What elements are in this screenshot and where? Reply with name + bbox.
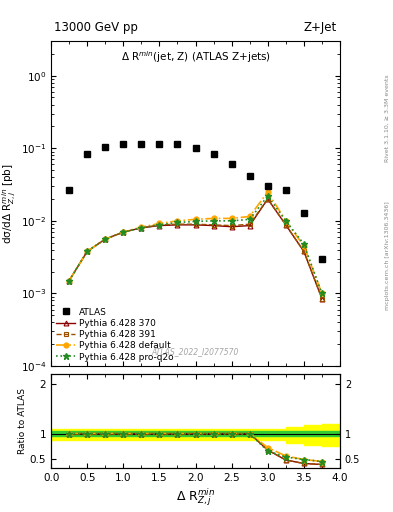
Pythia 6.428 pro-q2o	[320, 290, 324, 296]
ATLAS	[121, 141, 126, 147]
X-axis label: Δ R$^{min}_{Z,j}$: Δ R$^{min}_{Z,j}$	[176, 486, 215, 507]
Text: Z+Jet: Z+Jet	[304, 22, 337, 34]
ATLAS	[265, 183, 270, 189]
Line: Pythia 6.428 default: Pythia 6.428 default	[67, 189, 324, 296]
ATLAS	[193, 145, 198, 152]
Pythia 6.428 370	[247, 223, 252, 229]
Line: Pythia 6.428 391: Pythia 6.428 391	[67, 197, 324, 301]
Pythia 6.428 default	[320, 290, 324, 296]
Pythia 6.428 391	[320, 295, 324, 302]
Pythia 6.428 391	[301, 248, 306, 254]
Pythia 6.428 pro-q2o	[247, 216, 252, 222]
Pythia 6.428 370	[139, 225, 144, 231]
Line: ATLAS: ATLAS	[66, 141, 325, 262]
Pythia 6.428 pro-q2o	[121, 229, 126, 235]
Pythia 6.428 default	[139, 224, 144, 230]
Pythia 6.428 default	[283, 218, 288, 224]
Bar	[51, 431, 340, 436]
Pythia 6.428 pro-q2o	[229, 218, 234, 224]
Pythia 6.428 pro-q2o	[85, 248, 90, 254]
Pythia 6.428 370	[157, 223, 162, 229]
Pythia 6.428 pro-q2o	[301, 241, 306, 247]
Pythia 6.428 370	[301, 248, 306, 254]
Pythia 6.428 370	[85, 248, 90, 254]
Legend: ATLAS, Pythia 6.428 370, Pythia 6.428 391, Pythia 6.428 default, Pythia 6.428 pr: ATLAS, Pythia 6.428 370, Pythia 6.428 39…	[54, 306, 176, 364]
Pythia 6.428 default	[211, 216, 216, 222]
Pythia 6.428 370	[103, 236, 108, 242]
ATLAS	[283, 186, 288, 193]
ATLAS	[211, 152, 216, 158]
Line: Pythia 6.428 370: Pythia 6.428 370	[67, 197, 324, 301]
Pythia 6.428 391	[211, 222, 216, 228]
ATLAS	[157, 141, 162, 147]
Pythia 6.428 default	[229, 216, 234, 222]
Pythia 6.428 391	[265, 196, 270, 202]
Text: 13000 GeV pp: 13000 GeV pp	[54, 22, 138, 34]
Y-axis label: dσ/dΔ R$^{min}_{Z,j}$ [pb]: dσ/dΔ R$^{min}_{Z,j}$ [pb]	[0, 163, 18, 244]
Pythia 6.428 pro-q2o	[103, 236, 108, 242]
Pythia 6.428 pro-q2o	[283, 218, 288, 224]
Pythia 6.428 default	[67, 278, 72, 284]
Pythia 6.428 default	[301, 243, 306, 249]
Pythia 6.428 370	[283, 222, 288, 228]
Pythia 6.428 default	[85, 248, 90, 254]
Pythia 6.428 default	[157, 220, 162, 226]
Pythia 6.428 370	[121, 229, 126, 235]
Pythia 6.428 391	[175, 221, 180, 227]
Pythia 6.428 default	[121, 229, 126, 235]
ATLAS	[139, 141, 144, 147]
Pythia 6.428 391	[121, 229, 126, 235]
Pythia 6.428 391	[67, 278, 72, 284]
Pythia 6.428 391	[247, 221, 252, 227]
ATLAS	[103, 143, 108, 150]
ATLAS	[85, 152, 90, 158]
Pythia 6.428 391	[139, 225, 144, 231]
Pythia 6.428 370	[229, 224, 234, 230]
ATLAS	[320, 255, 324, 262]
ATLAS	[175, 141, 180, 147]
Text: Rivet 3.1.10, ≥ 3.3M events: Rivet 3.1.10, ≥ 3.3M events	[385, 74, 390, 162]
Pythia 6.428 default	[265, 189, 270, 195]
Pythia 6.428 391	[193, 221, 198, 227]
Pythia 6.428 pro-q2o	[67, 278, 72, 284]
Pythia 6.428 370	[265, 196, 270, 202]
ATLAS	[247, 173, 252, 179]
Pythia 6.428 pro-q2o	[211, 218, 216, 224]
Pythia 6.428 370	[193, 222, 198, 228]
Pythia 6.428 default	[175, 218, 180, 224]
Line: Pythia 6.428 pro-q2o: Pythia 6.428 pro-q2o	[66, 193, 325, 297]
Text: ATLAS_2022_I2077570: ATLAS_2022_I2077570	[152, 347, 239, 356]
Pythia 6.428 pro-q2o	[139, 225, 144, 231]
ATLAS	[229, 161, 234, 167]
Pythia 6.428 pro-q2o	[265, 193, 270, 199]
Text: Δ R$^{min}$(jet, Z) (ATLAS Z+jets): Δ R$^{min}$(jet, Z) (ATLAS Z+jets)	[121, 49, 270, 65]
Text: mcplots.cern.ch [arXiv:1306.3436]: mcplots.cern.ch [arXiv:1306.3436]	[385, 202, 390, 310]
Pythia 6.428 default	[247, 214, 252, 220]
Pythia 6.428 pro-q2o	[175, 219, 180, 225]
Pythia 6.428 391	[157, 222, 162, 228]
Pythia 6.428 370	[211, 223, 216, 229]
Pythia 6.428 370	[320, 295, 324, 302]
Pythia 6.428 pro-q2o	[157, 222, 162, 228]
Pythia 6.428 391	[85, 248, 90, 254]
Pythia 6.428 pro-q2o	[193, 219, 198, 225]
Pythia 6.428 370	[67, 278, 72, 284]
ATLAS	[301, 209, 306, 216]
Pythia 6.428 default	[193, 216, 198, 222]
ATLAS	[67, 186, 72, 193]
Pythia 6.428 391	[283, 222, 288, 228]
Pythia 6.428 391	[229, 223, 234, 229]
Pythia 6.428 370	[175, 222, 180, 228]
Pythia 6.428 391	[103, 236, 108, 242]
Y-axis label: Ratio to ATLAS: Ratio to ATLAS	[18, 388, 27, 454]
Pythia 6.428 default	[103, 236, 108, 242]
